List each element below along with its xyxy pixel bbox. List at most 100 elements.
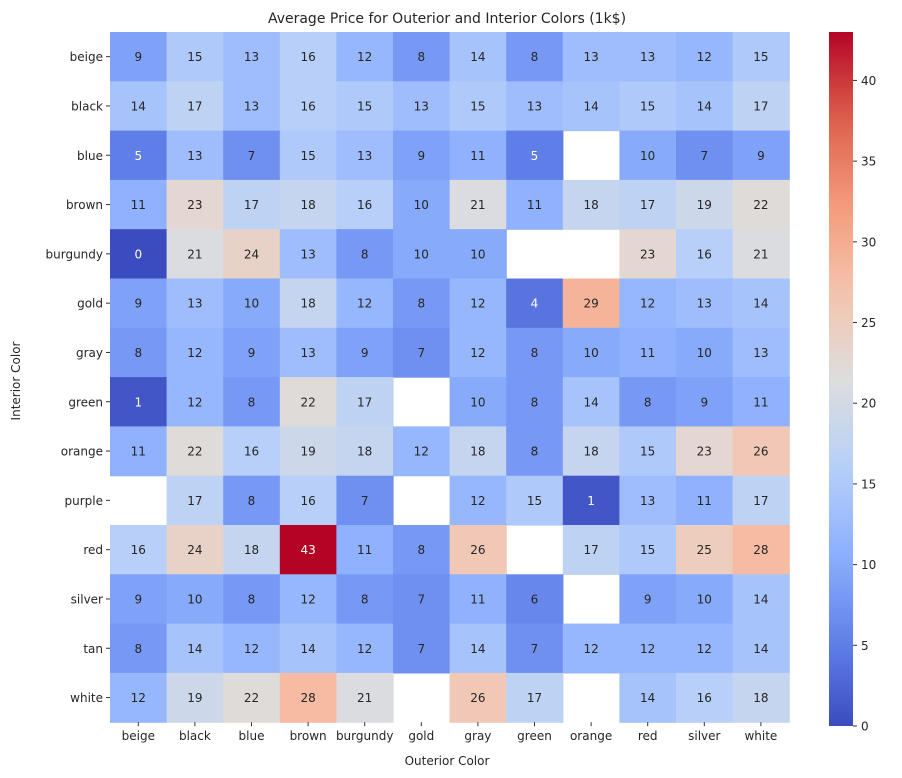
heatmap-cell xyxy=(619,377,677,427)
cell-label: 8 xyxy=(644,395,652,409)
cell-label: 26 xyxy=(470,691,485,705)
cell-label: 14 xyxy=(470,642,485,656)
cell-label: 8 xyxy=(361,247,369,261)
heatmap-cell xyxy=(506,426,564,477)
heatmap-cell xyxy=(619,32,677,82)
heatmap-cell xyxy=(393,426,451,477)
heatmap-cell xyxy=(166,475,224,526)
heatmap-cell xyxy=(110,229,168,280)
cell-label: 14 xyxy=(470,50,485,64)
cell-label: 15 xyxy=(300,149,315,163)
heatmap-cell xyxy=(223,179,281,230)
cell-label: 23 xyxy=(640,247,655,261)
cell-label: 8 xyxy=(417,543,425,557)
cell-label: 18 xyxy=(583,445,598,459)
cell-label: 12 xyxy=(697,642,712,656)
y-tick-label: white xyxy=(70,691,103,705)
heatmap-cell xyxy=(223,475,281,526)
cell-label: 12 xyxy=(187,346,202,360)
heatmap-cell xyxy=(336,377,394,427)
cell-label: 7 xyxy=(361,494,369,508)
cell-label: 10 xyxy=(583,346,598,360)
heatmap-cell xyxy=(562,623,620,674)
cell-label: 14 xyxy=(640,691,655,705)
x-tick-label: green xyxy=(517,729,552,743)
cell-label: 12 xyxy=(470,297,485,311)
cell-label: 16 xyxy=(697,691,712,705)
cell-label: 21 xyxy=(753,247,768,261)
cell-label: 12 xyxy=(697,50,712,64)
heatmap-cell xyxy=(166,130,224,181)
heatmap-cell xyxy=(336,525,394,575)
heatmap-cell xyxy=(619,81,677,132)
cell-label: 14 xyxy=(753,297,768,311)
heatmap-cell xyxy=(732,525,790,575)
chart-title: Average Price for Outerior and Interior … xyxy=(268,11,626,27)
heatmap-cell xyxy=(732,672,790,723)
x-tick-label: gold xyxy=(408,729,434,743)
cell-label: 14 xyxy=(697,99,712,113)
heatmap-cell xyxy=(279,179,337,230)
heatmap-cell xyxy=(506,574,564,625)
cell-label: 11 xyxy=(470,592,485,606)
heatmap-cell xyxy=(393,81,451,132)
heatmap-cell xyxy=(393,525,451,575)
cell-label: 10 xyxy=(470,247,485,261)
cell-label: 12 xyxy=(583,642,598,656)
heatmap-cell xyxy=(336,179,394,230)
heatmap-cell xyxy=(336,623,394,674)
heatmap-cell xyxy=(110,574,168,625)
cell-label: 10 xyxy=(414,198,429,212)
heatmap-cell xyxy=(393,623,451,674)
heatmap-cell xyxy=(336,229,394,280)
cell-label: 11 xyxy=(357,543,372,557)
heatmap-cell xyxy=(676,525,734,575)
colorbar-tick-label: 35 xyxy=(861,155,876,169)
cell-label: 15 xyxy=(470,99,485,113)
cell-label: 22 xyxy=(244,691,259,705)
cell-label: 6 xyxy=(531,592,539,606)
cell-label: 5 xyxy=(134,149,142,163)
cell-label: 13 xyxy=(300,346,315,360)
heatmap-cell xyxy=(449,475,507,526)
heatmap-cell xyxy=(223,32,281,82)
heatmap-cell xyxy=(449,574,507,625)
cell-label: 14 xyxy=(753,642,768,656)
heatmap-cell xyxy=(449,81,507,132)
cell-label: 17 xyxy=(527,691,542,705)
cell-label: 18 xyxy=(244,543,259,557)
cell-label: 12 xyxy=(131,691,146,705)
heatmap-cell xyxy=(223,525,281,575)
heatmap-cell xyxy=(110,525,168,575)
cell-label: 8 xyxy=(134,346,142,360)
heatmap-cell xyxy=(732,32,790,82)
cell-label: 9 xyxy=(248,346,256,360)
heatmap-cell xyxy=(336,278,394,329)
cell-label: 12 xyxy=(244,642,259,656)
heatmap-cell xyxy=(336,475,394,526)
cell-label: 13 xyxy=(753,346,768,360)
heatmap-cell xyxy=(166,229,224,280)
cell-label: 12 xyxy=(640,297,655,311)
cell-label: 16 xyxy=(300,50,315,64)
y-tick-label: burgundy xyxy=(46,247,104,261)
cell-label: 14 xyxy=(300,642,315,656)
x-axis-label: Outerior Color xyxy=(405,754,490,768)
cell-label: 8 xyxy=(134,642,142,656)
heatmap-cell xyxy=(732,327,790,378)
heatmap-cell xyxy=(110,377,168,427)
heatmap-cell xyxy=(279,377,337,427)
heatmap-cell xyxy=(449,426,507,477)
heatmap-cell xyxy=(166,377,224,427)
heatmap-cell xyxy=(562,81,620,132)
heatmap-cell xyxy=(279,327,337,378)
y-tick-label: blue xyxy=(77,149,103,163)
heatmap-cell xyxy=(166,623,224,674)
cell-label: 1 xyxy=(134,395,142,409)
cell-label: 13 xyxy=(640,494,655,508)
cell-label: 15 xyxy=(753,50,768,64)
colorbar-tick-label: 10 xyxy=(861,558,876,572)
heatmap-cell xyxy=(562,278,620,329)
cell-label: 12 xyxy=(357,642,372,656)
heatmap-cell xyxy=(166,179,224,230)
